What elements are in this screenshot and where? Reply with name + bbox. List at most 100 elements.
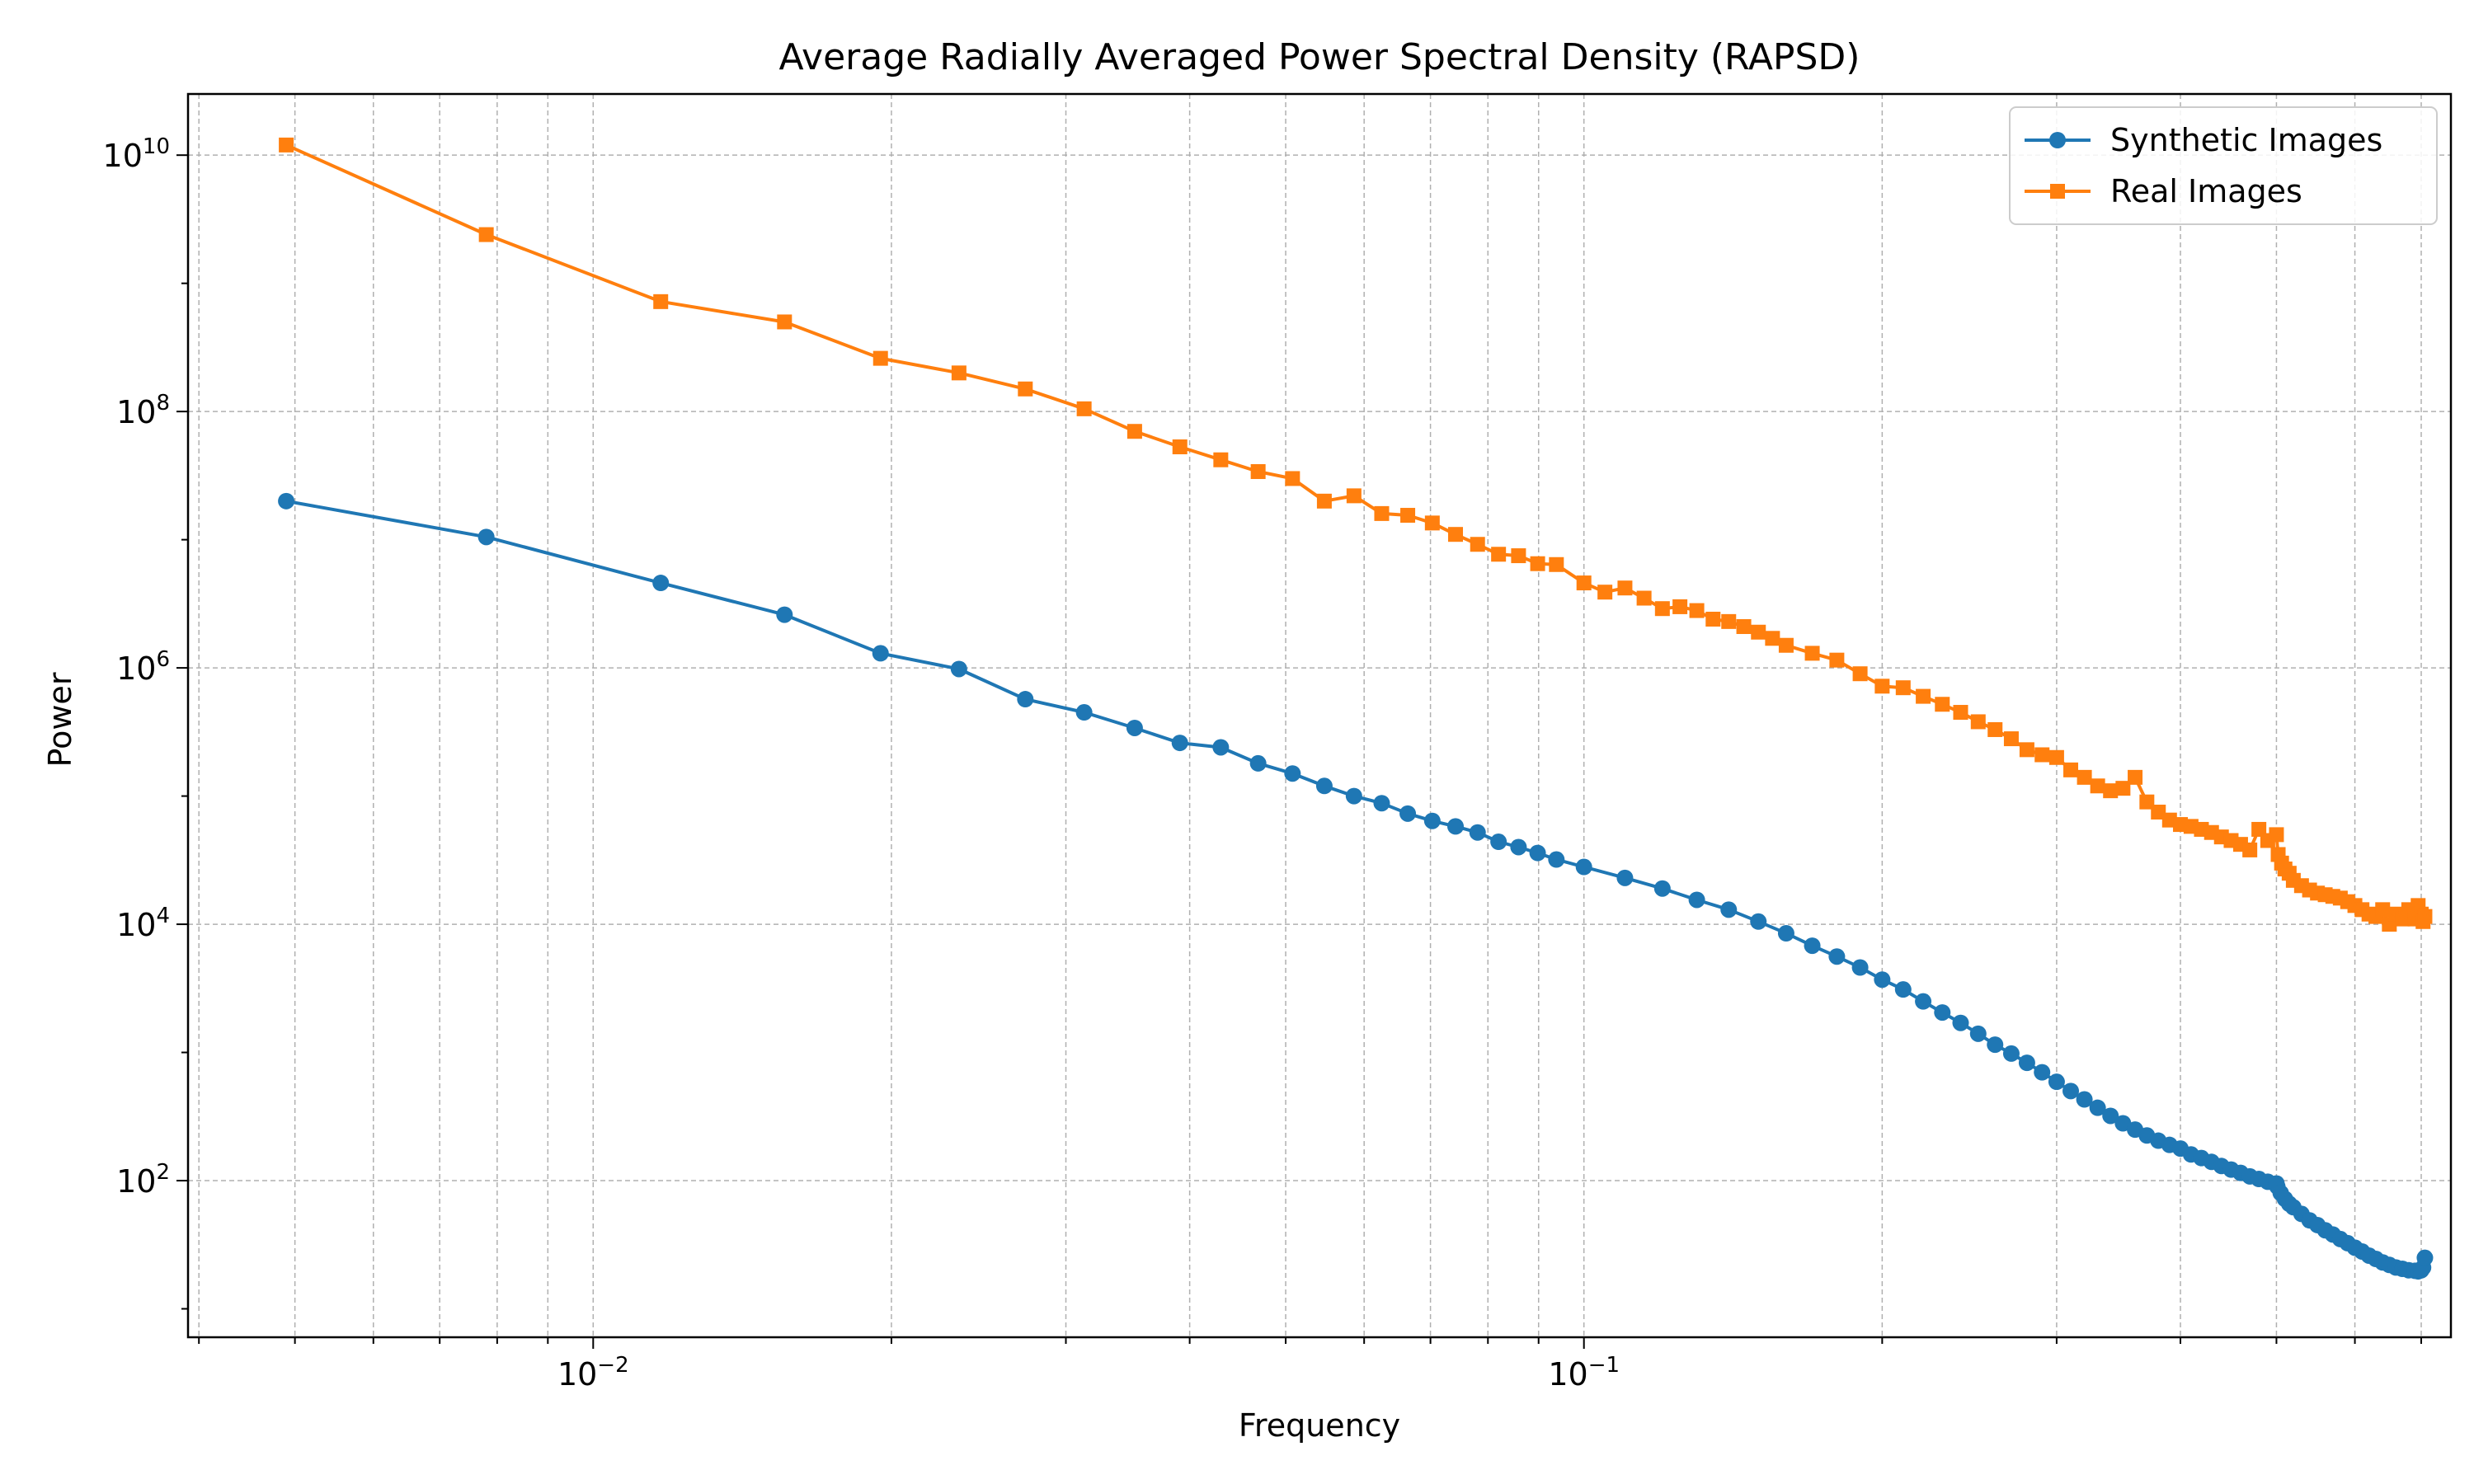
synthetic-data-point [1575, 858, 1592, 876]
real-data-point [2151, 805, 2166, 820]
synthetic-data-point [1851, 959, 1869, 976]
real-data-point [1804, 646, 1820, 661]
synthetic-data-point [2089, 1099, 2106, 1116]
y-tick-label: 108 [116, 391, 170, 430]
y-tick-label: 102 [116, 1160, 170, 1200]
synthetic-data-point [1616, 869, 1634, 886]
synthetic-data-point [1212, 739, 1230, 756]
legend-frame [2009, 106, 2438, 225]
synthetic-data-point [1894, 981, 1912, 998]
synthetic-data-point [1126, 719, 1143, 736]
real-data-point [2019, 742, 2034, 758]
real-data-point [2242, 842, 2258, 857]
y-tick-label: 1010 [103, 134, 170, 174]
real-data-point [2077, 769, 2092, 785]
real-data-point [1400, 508, 1416, 524]
real-data-point [1765, 631, 1780, 646]
real-data-point [1172, 439, 1188, 455]
legend: Synthetic Images Real Images [2009, 106, 2438, 225]
legend-synthetic-label: Synthetic Images [2110, 122, 2382, 158]
real-data-point [1970, 714, 1986, 730]
synthetic-data-point [1345, 787, 1362, 805]
synthetic-data-point [1284, 765, 1301, 782]
real-data-point [2251, 821, 2267, 837]
y-axis-label: Power [42, 672, 78, 767]
real-data-point [2417, 909, 2433, 924]
x-tick-label: 10−2 [557, 1353, 629, 1392]
real-data-point [1654, 601, 1670, 617]
real-data-point [1576, 575, 1592, 591]
synthetic-data-point [1423, 812, 1441, 829]
synthetic-data-point [2102, 1107, 2119, 1125]
real-data-point [1316, 493, 1332, 509]
real-data-point [1736, 619, 1752, 635]
synthetic-data-point [1828, 948, 1846, 965]
synthetic-data-point [2034, 1064, 2051, 1081]
real-data-point [1705, 611, 1721, 627]
real-data-point [872, 350, 888, 366]
real-data-point [1895, 680, 1911, 696]
synthetic-data-point [872, 645, 889, 662]
real-data-point [951, 365, 967, 381]
synthetic-data-point [1490, 834, 1507, 851]
real-data-point [1829, 652, 1845, 668]
chart-title: Average Radially Averaged Power Spectral… [779, 36, 1860, 78]
real-data-point [1549, 556, 1564, 572]
real-data-point [279, 137, 294, 153]
synthetic-data-point [1934, 1004, 1951, 1021]
legend-synthetic-marker [2049, 132, 2066, 148]
ticks: 10−2 10−1 102 104 106 108 1010 [103, 134, 2423, 1392]
real-data-point [2139, 794, 2155, 810]
synthetic-data-point [2062, 1082, 2080, 1100]
real-data-point [2048, 749, 2064, 765]
real-data-point [2090, 778, 2105, 794]
real-data-point [1617, 580, 1633, 596]
synthetic-data-point [1548, 851, 1565, 868]
synthetic-data-point [1399, 805, 1417, 822]
synthetic-data-point [1315, 777, 1333, 795]
y-tick-label: 104 [116, 904, 170, 943]
legend-real-label: Real Images [2110, 173, 2302, 209]
real-data-point [777, 314, 793, 330]
synthetic-data-point [1653, 880, 1671, 897]
real-data-point [1778, 637, 1794, 653]
synthetic-data-point [2076, 1091, 2093, 1108]
real-data-point [478, 227, 494, 242]
legend-real-marker [2050, 184, 2065, 199]
y-tick-label: 106 [116, 647, 170, 687]
synthetic-data-point [1777, 925, 1794, 942]
real-data-point [2128, 769, 2143, 785]
synthetic-data-point [2002, 1045, 2020, 1062]
real-data-point [1470, 537, 1485, 552]
real-data-point [1689, 603, 1705, 618]
real-data-point [653, 294, 669, 309]
real-data-point [1597, 585, 1613, 600]
real-data-point [1448, 527, 1464, 542]
real-data-point [1250, 463, 1266, 479]
synthetic-data-point [2018, 1054, 2035, 1072]
synthetic-data-point [1804, 937, 1821, 955]
synthetic-data-point [2114, 1115, 2132, 1132]
axes-frame [186, 92, 2453, 1339]
real-data-point [1852, 666, 1868, 682]
real-data-point [1916, 688, 1931, 704]
synthetic-data-point [652, 575, 670, 592]
x-axis-label: Frequency [1239, 1407, 1400, 1444]
synthetic-data-point [477, 528, 495, 546]
synthetic-data-point [1915, 993, 1932, 1010]
real-data-point [1751, 624, 1766, 640]
real-data-point [1285, 471, 1300, 486]
synthetic-data-point [1874, 971, 1891, 989]
real-data-point [1018, 381, 1033, 397]
real-data-point [2269, 827, 2284, 843]
grid [188, 94, 2451, 1337]
synthetic-data-point [1688, 891, 1705, 909]
real-data-point [1346, 488, 1362, 504]
synthetic-data-point [776, 606, 793, 623]
synthetic-data-point [1373, 795, 1390, 812]
real-data-point [2115, 781, 2131, 796]
synthetic-data-point [1017, 691, 1034, 708]
synthetic-data-point [1969, 1025, 1987, 1042]
real-data-point [1491, 547, 1507, 562]
